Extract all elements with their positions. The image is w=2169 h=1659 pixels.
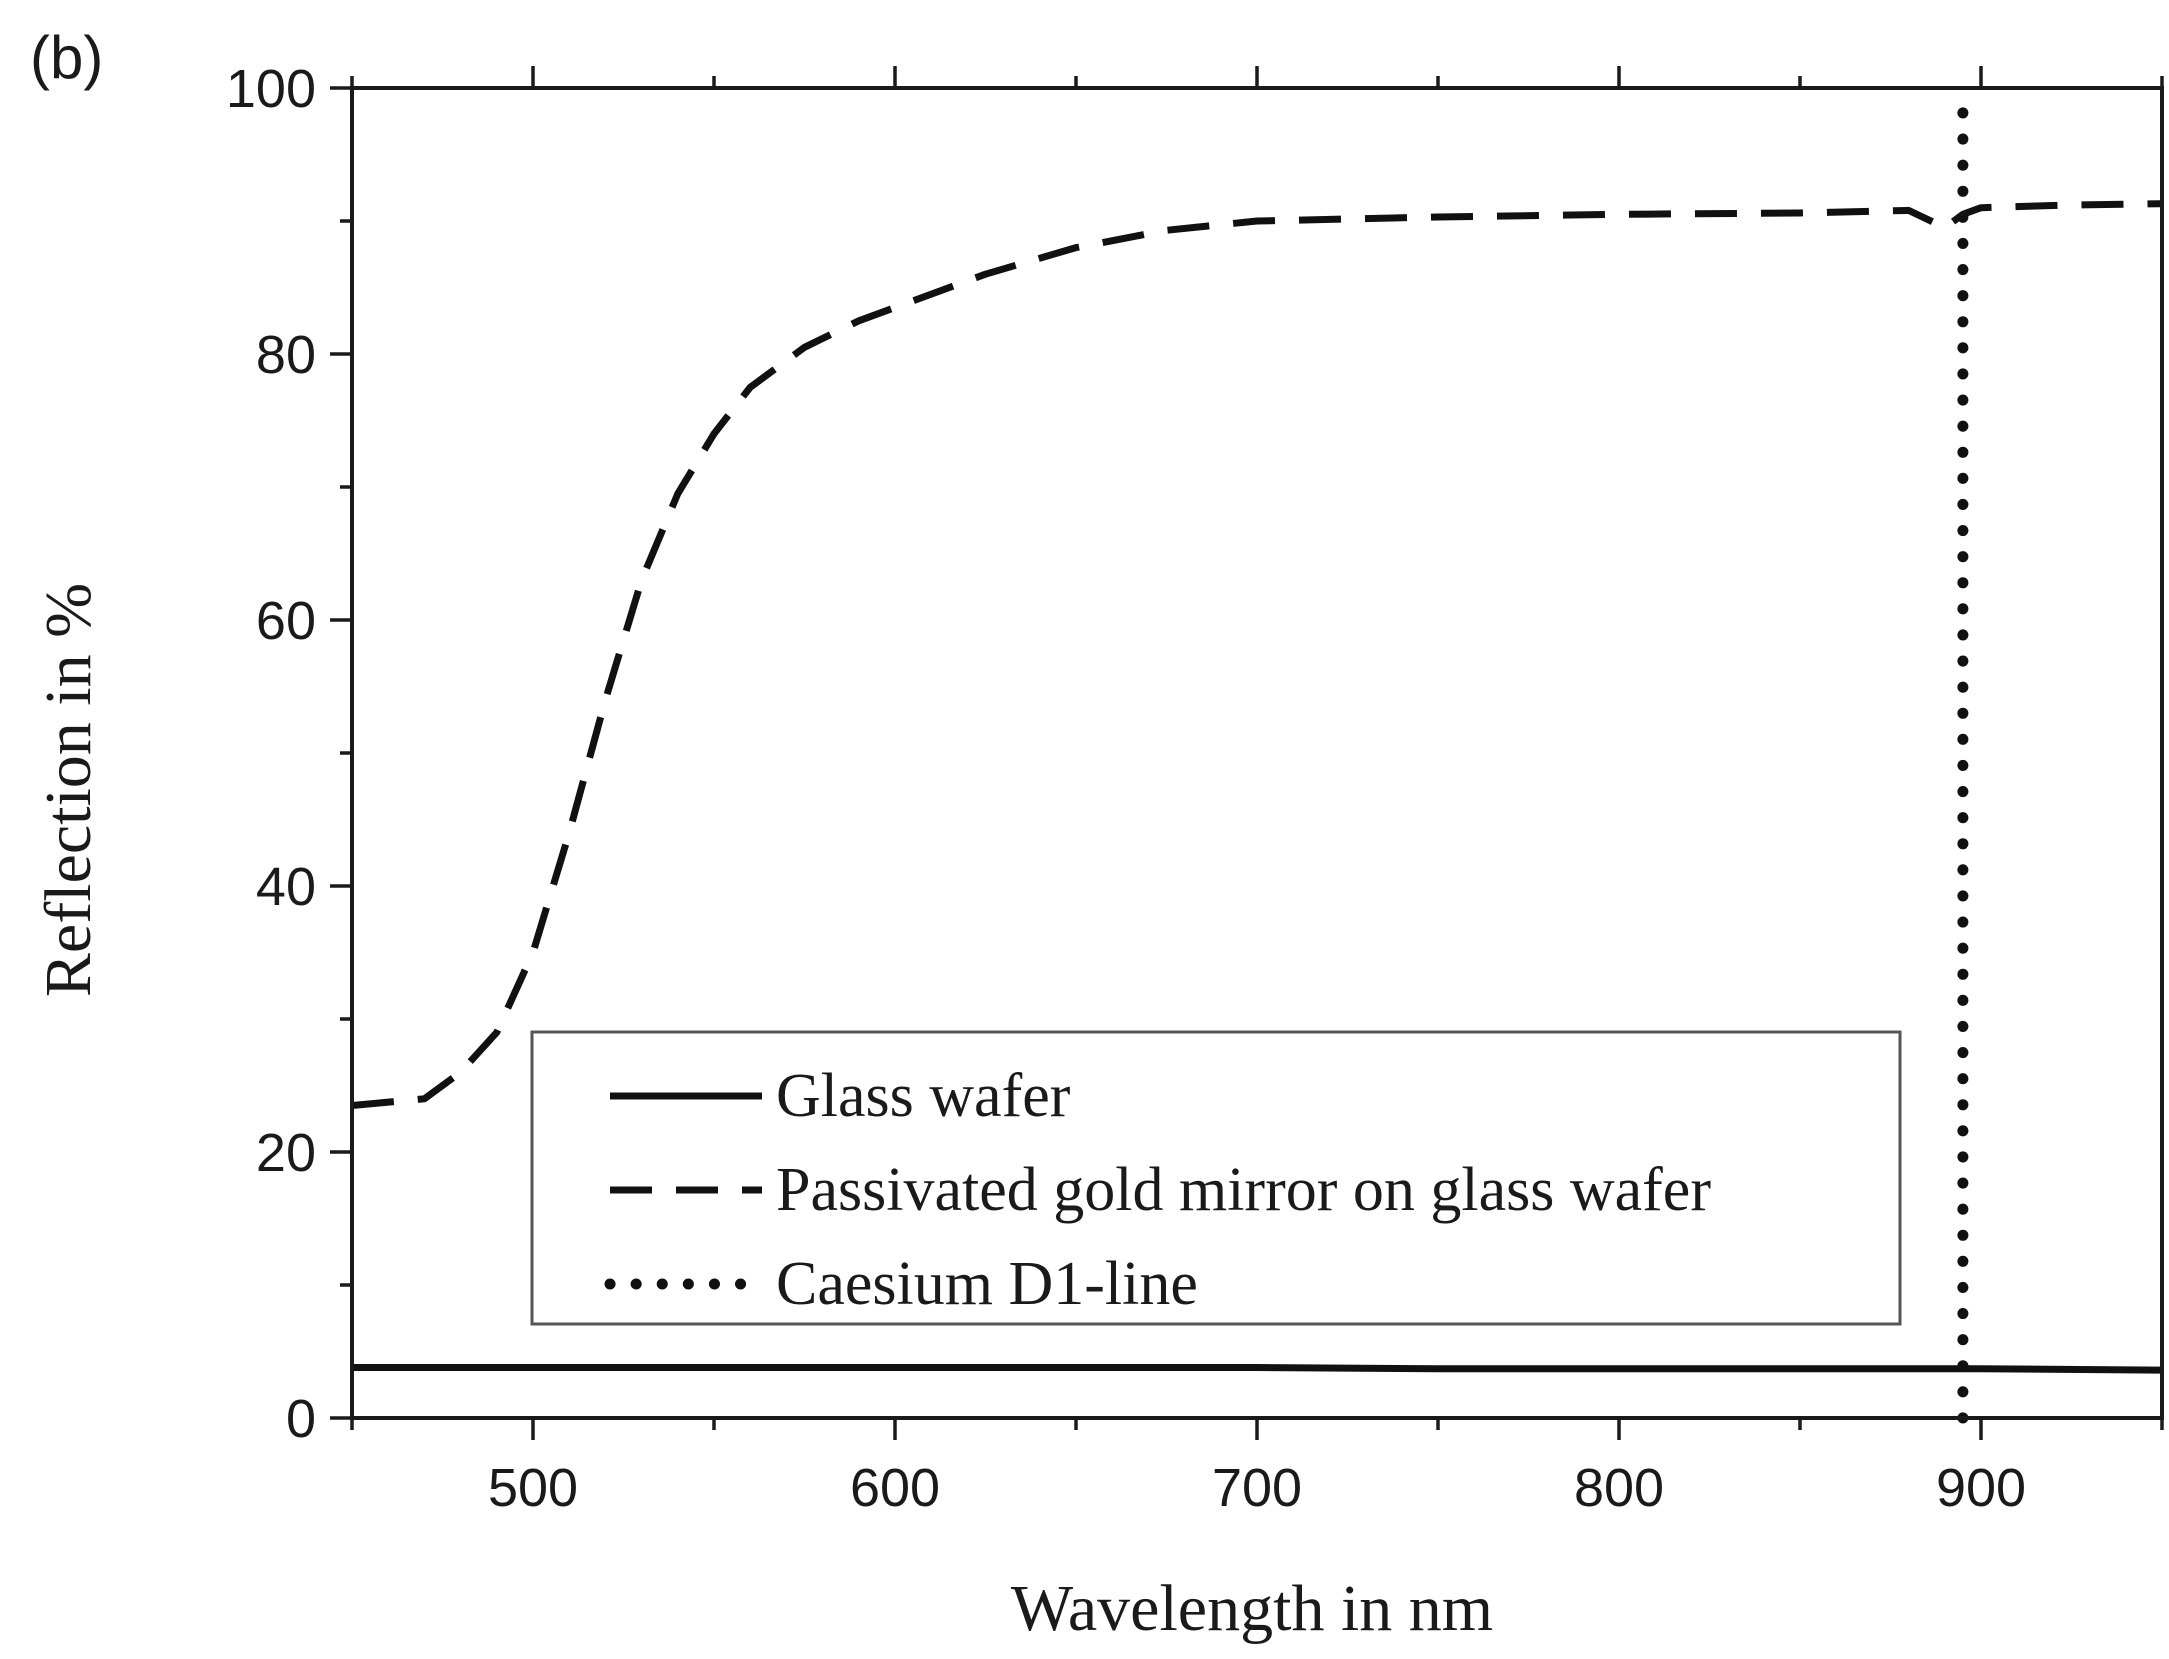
- x-tick-label-500: 500: [488, 1458, 578, 1518]
- x-axis-title: Wavelength in nm: [1011, 1572, 1493, 1645]
- x-tick-label-600: 600: [850, 1458, 940, 1518]
- y-tick-label-100: 100: [226, 59, 316, 119]
- axes: [330, 66, 2164, 1440]
- plot-series: [351, 82, 2163, 1424]
- y-tick-label-0: 0: [286, 1389, 316, 1449]
- x-tick-labels: 500 600 700 800 900: [488, 1458, 2026, 1518]
- legend-label-2: Passivated gold mirror on glass wafer: [776, 1156, 1711, 1224]
- series-line-1: [352, 1364, 2163, 1374]
- legend: Glass wafer Passivated gold mirror on gla…: [530, 1030, 1902, 1326]
- x-tick-label-700: 700: [1212, 1458, 1302, 1518]
- y-tick-label-20: 20: [256, 1123, 316, 1183]
- x-tick-label-800: 800: [1574, 1458, 1664, 1518]
- y-tick-labels: 0 20 40 60 80 100: [226, 59, 316, 1449]
- legend-box: [530, 1030, 1902, 1326]
- panel-label: (b): [30, 24, 103, 91]
- y-tick-label-60: 60: [256, 591, 316, 651]
- series-line-2: [351, 200, 2163, 1109]
- y-tick-label-40: 40: [256, 857, 316, 917]
- legend-label-1: Glass wafer: [776, 1062, 1071, 1130]
- legend-label-3: Caesium D1-line: [776, 1250, 1198, 1318]
- y-axis-title: Reflection in %: [32, 583, 105, 997]
- y-tick-label-80: 80: [256, 325, 316, 385]
- x-tick-label-900: 900: [1936, 1458, 2026, 1518]
